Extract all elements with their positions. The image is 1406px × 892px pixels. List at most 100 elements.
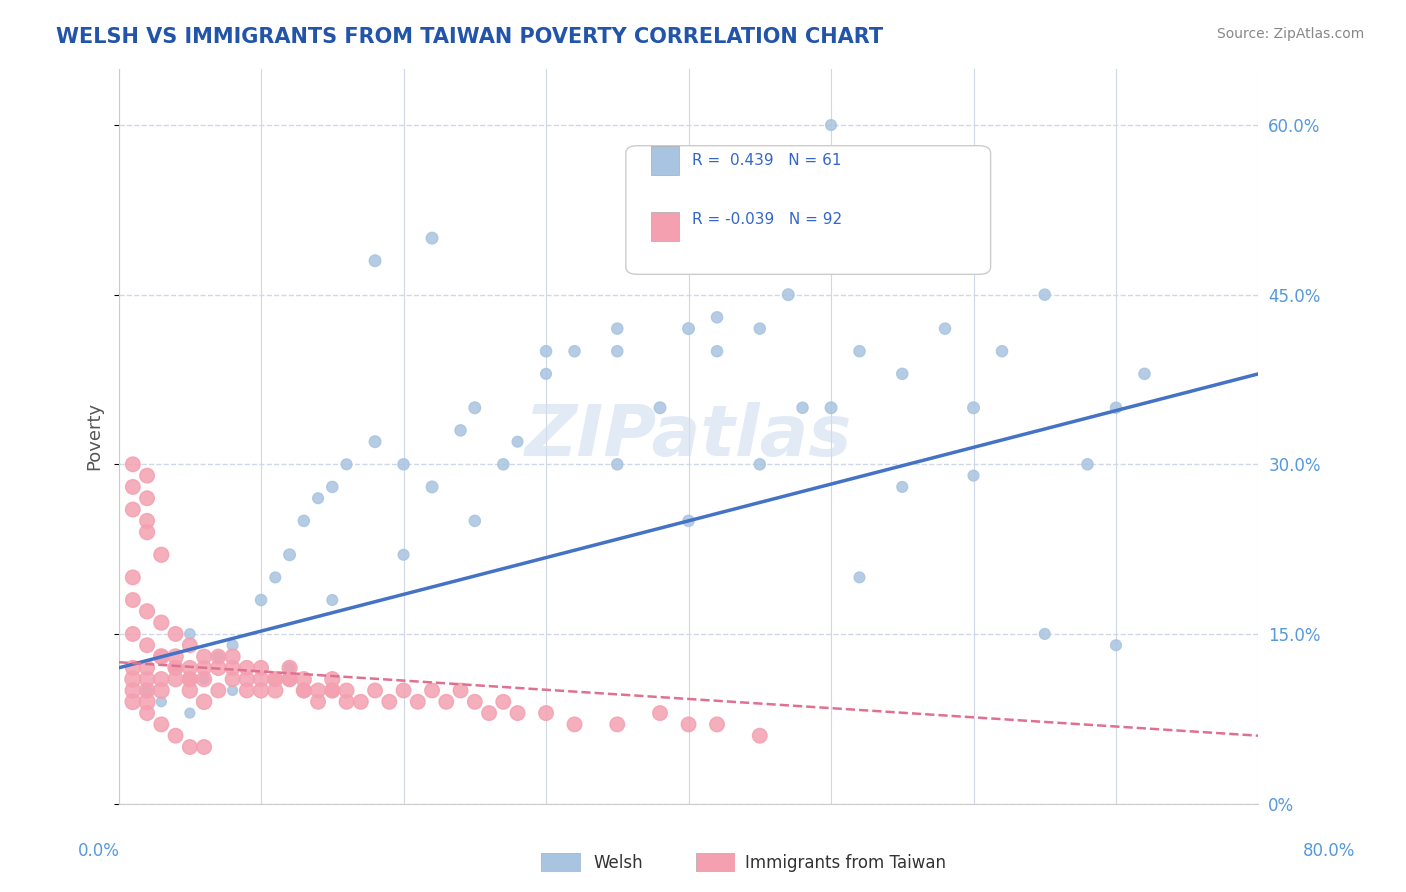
Point: [748, 321, 770, 335]
Point: [934, 321, 956, 335]
Point: [121, 502, 143, 516]
Point: [193, 672, 215, 686]
Point: [136, 525, 159, 540]
Point: [150, 717, 173, 731]
Point: [136, 672, 159, 686]
Point: [678, 717, 700, 731]
Text: Immigrants from Taiwan: Immigrants from Taiwan: [745, 854, 946, 871]
Point: [179, 627, 201, 641]
Point: [1076, 458, 1098, 472]
Text: 0.0%: 0.0%: [77, 842, 120, 860]
FancyBboxPatch shape: [626, 145, 991, 275]
Point: [136, 661, 159, 675]
Point: [392, 458, 415, 472]
Point: [321, 593, 343, 607]
Point: [250, 683, 273, 698]
Point: [136, 706, 159, 720]
Text: Welsh: Welsh: [593, 854, 643, 871]
Point: [292, 683, 315, 698]
Point: [150, 615, 173, 630]
Text: ZIPatlas: ZIPatlas: [524, 401, 852, 471]
Point: [121, 458, 143, 472]
Point: [179, 739, 201, 754]
Point: [706, 344, 728, 359]
Point: [492, 458, 515, 472]
Point: [606, 458, 628, 472]
Point: [207, 649, 229, 664]
Point: [150, 649, 173, 664]
Point: [706, 717, 728, 731]
Point: [136, 695, 159, 709]
Point: [534, 344, 557, 359]
Point: [250, 672, 273, 686]
Point: [207, 649, 229, 664]
Point: [292, 683, 315, 698]
Point: [364, 253, 387, 268]
Point: [221, 672, 243, 686]
Point: [179, 638, 201, 652]
Point: [464, 401, 486, 415]
Point: [221, 649, 243, 664]
Point: [150, 649, 173, 664]
Point: [706, 310, 728, 325]
Point: [492, 695, 515, 709]
Point: [207, 661, 229, 675]
Point: [236, 683, 259, 698]
Point: [121, 627, 143, 641]
Point: [848, 570, 870, 584]
Point: [121, 695, 143, 709]
Point: [820, 401, 842, 415]
Point: [165, 729, 187, 743]
Point: [278, 661, 301, 675]
Point: [1033, 287, 1056, 301]
Point: [606, 321, 628, 335]
Point: [1033, 627, 1056, 641]
Point: [678, 514, 700, 528]
Point: [150, 672, 173, 686]
Point: [606, 344, 628, 359]
Point: [165, 661, 187, 675]
Point: [321, 683, 343, 698]
Point: [179, 672, 201, 686]
Point: [121, 593, 143, 607]
Point: [136, 604, 159, 618]
Point: [648, 706, 671, 720]
Point: [121, 661, 143, 675]
Point: [420, 683, 443, 698]
Point: [264, 570, 287, 584]
Point: [150, 695, 173, 709]
Point: [250, 661, 273, 675]
Point: [221, 683, 243, 698]
Point: [335, 683, 357, 698]
Point: [1105, 401, 1128, 415]
Point: [136, 468, 159, 483]
Point: [292, 672, 315, 686]
Text: R = -0.039   N = 92: R = -0.039 N = 92: [692, 211, 842, 227]
Point: [335, 695, 357, 709]
Y-axis label: Poverty: Poverty: [86, 402, 103, 470]
Point: [648, 401, 671, 415]
Point: [121, 672, 143, 686]
Point: [991, 344, 1014, 359]
Point: [207, 683, 229, 698]
Point: [748, 458, 770, 472]
Point: [820, 118, 842, 132]
Point: [392, 683, 415, 698]
Point: [193, 661, 215, 675]
Point: [292, 514, 315, 528]
Point: [250, 593, 273, 607]
Point: [150, 683, 173, 698]
Point: [307, 683, 329, 698]
Point: [165, 627, 187, 641]
Point: [506, 434, 529, 449]
Bar: [651, 145, 679, 175]
Point: [321, 480, 343, 494]
Point: [193, 695, 215, 709]
Point: [307, 695, 329, 709]
Point: [121, 480, 143, 494]
Point: [165, 661, 187, 675]
Text: 80.0%: 80.0%: [1302, 842, 1355, 860]
Point: [278, 672, 301, 686]
Point: [150, 548, 173, 562]
Bar: [651, 212, 679, 241]
